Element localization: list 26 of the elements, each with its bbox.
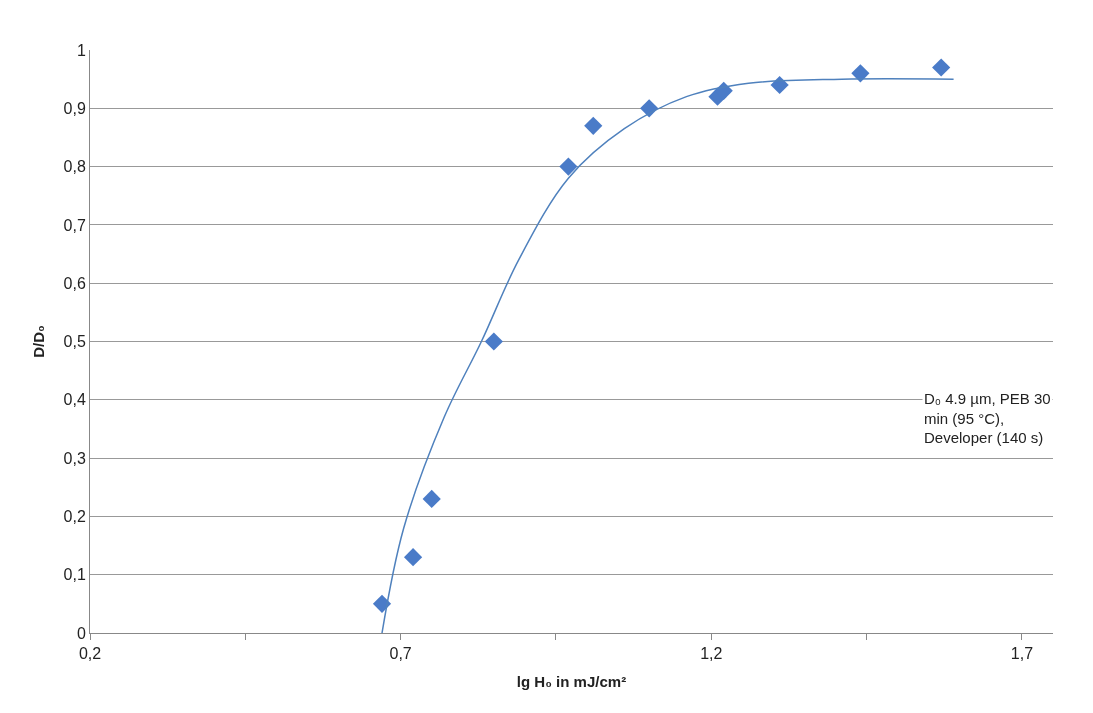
x-tick-label: 1,2 <box>700 645 723 663</box>
x-tick-label: 1,7 <box>1010 645 1034 663</box>
y-tick-label: 0,8 <box>63 158 86 176</box>
annotation: D₀ 4.9 µm, PEB 30 min (95 °C), Developer (140 s) <box>924 390 1051 446</box>
point <box>422 489 441 509</box>
point <box>403 548 423 567</box>
y-tick-label: 0,1 <box>63 566 86 584</box>
x-tick-label: 0,7 <box>389 645 412 663</box>
y-tick-label: 0,7 <box>63 216 86 234</box>
y-tick-label: 0,5 <box>63 333 86 351</box>
point <box>584 116 603 135</box>
y-tick-label: 0,3 <box>63 449 86 467</box>
y-tick-label: 0 <box>76 624 86 642</box>
y-tick-label: 0,6 <box>63 274 86 292</box>
x-axis-title: lg H₀ in mJ/cm² <box>516 673 627 691</box>
point <box>559 157 578 176</box>
point <box>851 64 870 83</box>
y-tick-label: 0,2 <box>63 508 86 525</box>
y-tick-label: 0,9 <box>63 99 86 117</box>
point <box>484 332 503 351</box>
point <box>714 81 733 100</box>
y-axis-title: D/D₀ <box>29 325 47 358</box>
y-tick-label: 0,4 <box>63 391 86 409</box>
point <box>932 58 951 77</box>
y-tick-label: 1 <box>76 41 86 59</box>
point <box>372 594 392 613</box>
